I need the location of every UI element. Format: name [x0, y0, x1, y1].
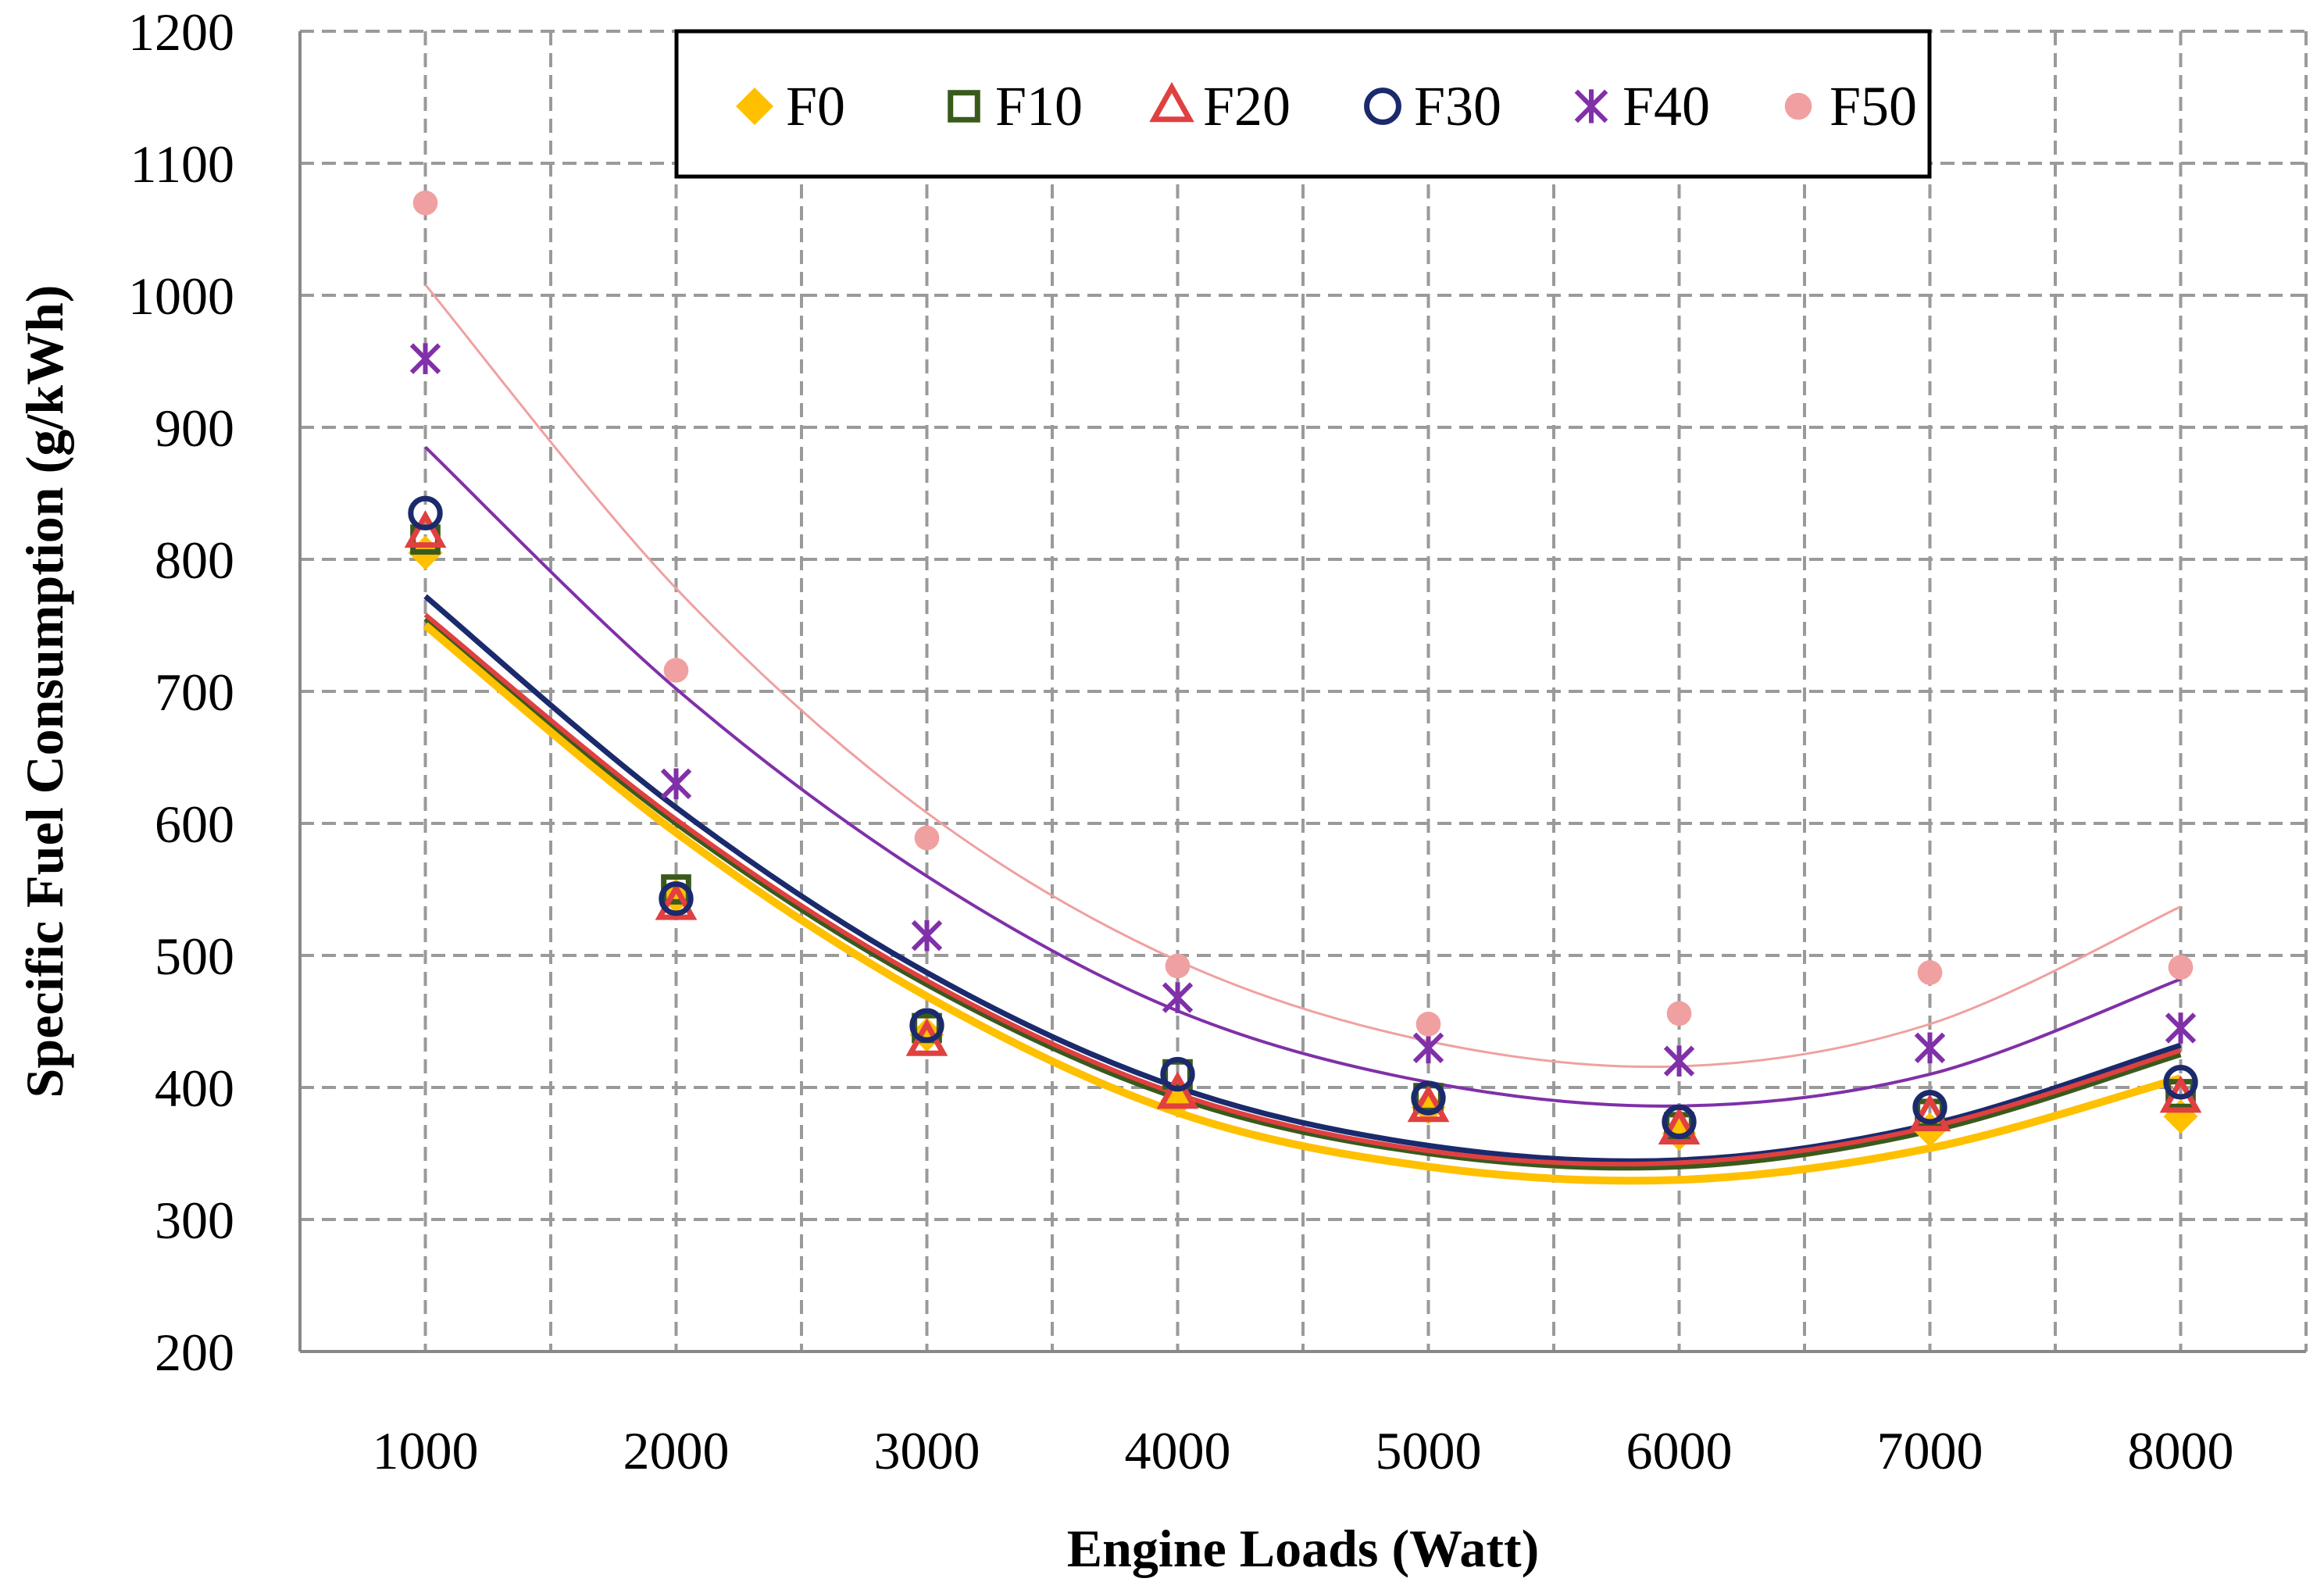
- y-tick-label: 1200: [128, 2, 234, 62]
- trendline-f10: [423, 616, 2182, 1171]
- legend-label: F50: [1830, 75, 1917, 137]
- data-point: [1908, 1094, 1951, 1132]
- legend-items: F0 F10 F20 F30 F40 F50: [736, 75, 1917, 137]
- trendlines: [423, 284, 2182, 1185]
- legend-box: [674, 29, 1932, 179]
- y-tick-label: 600: [155, 794, 234, 854]
- trendline-f50: [424, 284, 2182, 1069]
- data-point: [663, 658, 689, 683]
- x-tick-label: 6000: [1626, 1421, 1733, 1480]
- legend-marker: [1364, 87, 1401, 125]
- x-tick-label: 8000: [2128, 1421, 2234, 1480]
- axes: [298, 31, 2306, 1353]
- y-tick-labels: 200 300 400 500 600 700 800 900 1000 1100 1200: [128, 2, 234, 1382]
- data-point: [909, 1008, 944, 1043]
- data-point: [1663, 1045, 1695, 1077]
- data-point: [412, 190, 438, 216]
- legend-item-f30: F30: [1364, 75, 1501, 137]
- trendline-f0: [423, 622, 2182, 1185]
- legend-item-f10: F10: [948, 75, 1083, 137]
- trendline-f30: [423, 594, 2182, 1164]
- data-point: [1156, 1071, 1199, 1109]
- data-point: [1415, 1012, 1441, 1037]
- y-tick-label: 800: [155, 530, 234, 590]
- data-point: [659, 881, 694, 916]
- y-tick-label: 200: [155, 1323, 234, 1382]
- data-point: [1658, 1106, 1701, 1144]
- grid: [300, 30, 2308, 1352]
- data-point: [1662, 1104, 1697, 1140]
- data-point: [911, 919, 943, 952]
- y-tick-label: 1100: [130, 134, 234, 194]
- series-f30: [408, 495, 2198, 1140]
- legend-marker: [1784, 92, 1812, 120]
- data-point: [409, 343, 441, 374]
- data-point: [1912, 1090, 1947, 1125]
- data-point: [1411, 1090, 1446, 1125]
- y-axis-title: Specific Fuel Consumption (g/kWh): [15, 285, 74, 1098]
- data-point: [1666, 1001, 1692, 1027]
- data-point: [1162, 982, 1194, 1013]
- legend-marker: [1149, 81, 1194, 123]
- data-point: [1917, 960, 1943, 985]
- legend-item-f20: F20: [1149, 75, 1291, 137]
- y-tick-label: 1000: [128, 266, 234, 326]
- trendline-f40: [424, 445, 2182, 1108]
- legend-item-f0: F0: [736, 75, 845, 137]
- y-tick-label: 400: [155, 1059, 234, 1118]
- y-tick-label: 300: [155, 1191, 234, 1250]
- legend-marker: [736, 87, 773, 125]
- y-tick-label: 500: [155, 927, 234, 986]
- data-point: [1165, 953, 1191, 979]
- legend-label: F10: [995, 75, 1083, 137]
- data-point: [660, 768, 692, 800]
- x-tick-label: 3000: [874, 1421, 980, 1480]
- x-tick-label: 4000: [1125, 1421, 1231, 1480]
- y-tick-label: 700: [155, 662, 234, 722]
- series-f40: [409, 343, 2197, 1077]
- legend-item-f50: F50: [1784, 75, 1917, 137]
- legend-label: F20: [1203, 75, 1291, 137]
- data-point: [655, 882, 698, 920]
- data-point: [1411, 1080, 1446, 1116]
- data-points: [404, 190, 2202, 1152]
- legend-item-f40: F40: [1574, 75, 1710, 137]
- x-tick-label: 7000: [1877, 1421, 1983, 1480]
- legend-label: F40: [1623, 75, 1710, 137]
- data-point: [2165, 1012, 2197, 1044]
- legend-label: F30: [1414, 75, 1501, 137]
- series-f50: [412, 190, 2194, 1037]
- data-point: [1407, 1084, 1450, 1123]
- legend-label: F0: [786, 75, 845, 137]
- data-point: [404, 510, 447, 548]
- data-point: [1914, 1032, 1946, 1064]
- x-axis-title: Engine Loads (Watt): [1067, 1519, 1540, 1578]
- x-tick-label: 2000: [623, 1421, 730, 1480]
- legend: F0 F10 F20 F30 F40 F50: [674, 29, 1932, 179]
- data-point: [2163, 1065, 2198, 1100]
- x-tick-label: 1000: [373, 1421, 479, 1480]
- data-point: [1412, 1032, 1444, 1064]
- legend-marker: [948, 90, 980, 123]
- data-point: [2168, 955, 2194, 980]
- legend-marker: [1574, 89, 1608, 123]
- data-point: [408, 495, 443, 531]
- x-tick-label: 5000: [1376, 1421, 1482, 1480]
- y-tick-label: 900: [155, 398, 234, 458]
- trendline-f20: [423, 612, 2182, 1167]
- data-point: [1160, 1056, 1195, 1092]
- data-point: [914, 825, 940, 851]
- x-tick-labels: 1000 2000 3000 4000 5000 6000 7000 8000: [373, 1421, 2234, 1480]
